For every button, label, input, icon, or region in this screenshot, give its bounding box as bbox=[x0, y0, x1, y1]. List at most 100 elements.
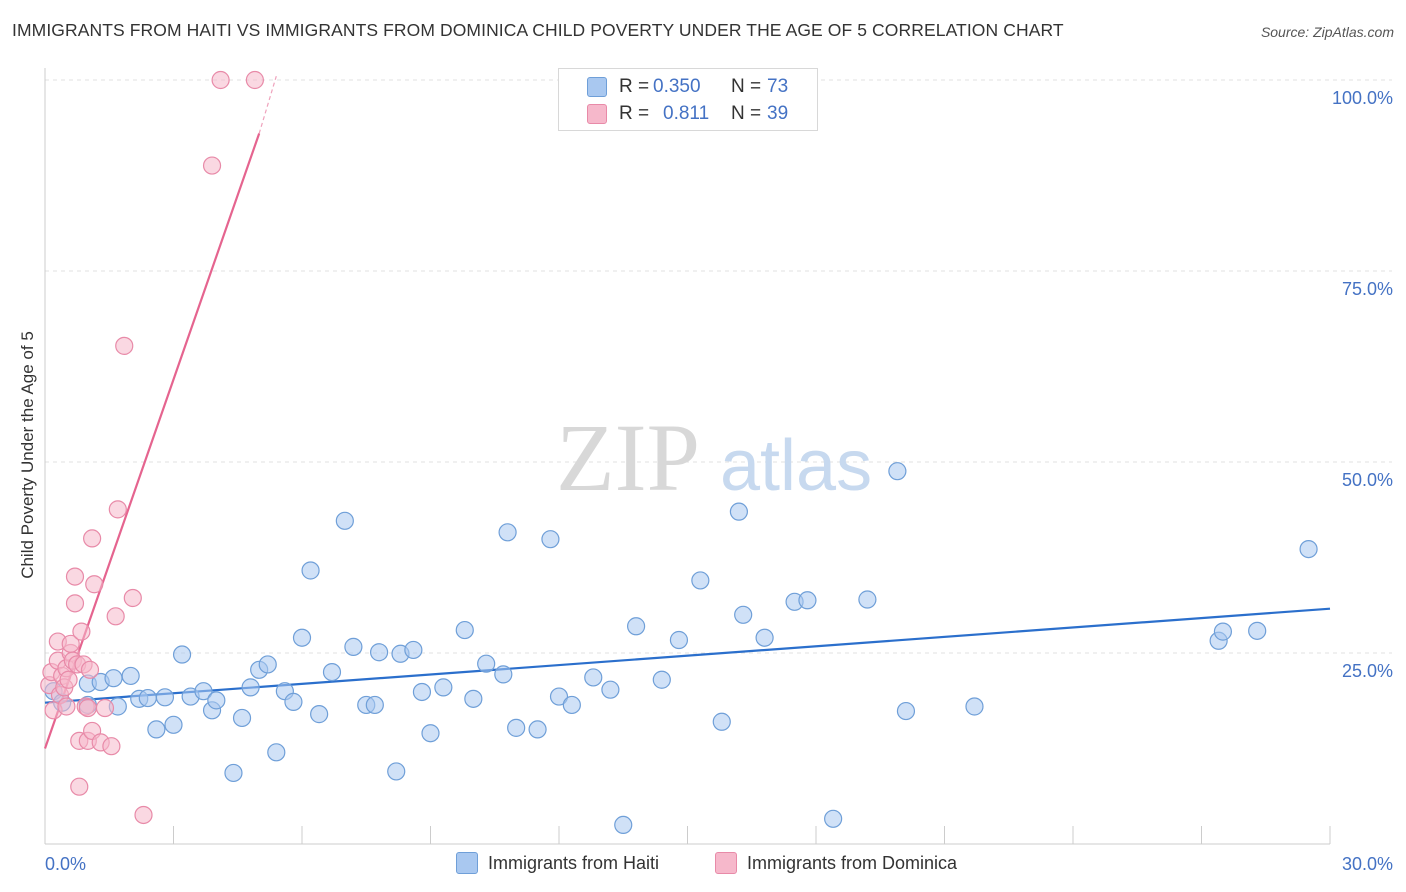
haiti-point bbox=[1299, 539, 1318, 559]
haiti-point bbox=[344, 637, 363, 656]
haiti-point bbox=[464, 689, 483, 708]
dominica-point bbox=[65, 567, 85, 586]
source-label: Source: ZipAtlas.com bbox=[1260, 24, 1394, 40]
haiti-point bbox=[310, 705, 329, 724]
legend-n-label: N = bbox=[731, 76, 762, 97]
watermark-zip: ZIP bbox=[556, 404, 700, 511]
legend-r-value: 0.350 bbox=[653, 76, 701, 97]
haiti-point bbox=[434, 678, 453, 697]
haiti-point bbox=[164, 715, 183, 734]
haiti-point bbox=[755, 628, 774, 647]
series-legend: Immigrants from Haiti Immigrants from Do… bbox=[0, 852, 1406, 876]
y-tick-label: 50.0% bbox=[1342, 470, 1393, 490]
series-legend-dominica[interactable]: Immigrants from Dominica bbox=[715, 852, 957, 874]
data-points bbox=[40, 70, 1318, 835]
haiti-point bbox=[549, 687, 569, 706]
haiti-point bbox=[301, 561, 320, 580]
haiti-point bbox=[194, 682, 213, 701]
legend-swatch-haiti bbox=[587, 77, 607, 97]
haiti-point bbox=[335, 511, 354, 530]
haiti-point bbox=[507, 718, 526, 737]
dominica-point bbox=[59, 670, 78, 689]
haiti-point bbox=[798, 591, 817, 610]
haiti-point bbox=[824, 809, 843, 828]
dominica-point bbox=[245, 70, 264, 90]
dominica-point bbox=[70, 777, 89, 796]
haiti-point bbox=[421, 724, 440, 743]
watermark-atlas: atlas bbox=[720, 426, 872, 506]
dominica-point bbox=[202, 156, 222, 175]
series-label-haiti: Immigrants from Haiti bbox=[488, 852, 660, 873]
dominica-point bbox=[108, 500, 127, 519]
haiti-point bbox=[858, 590, 877, 609]
haiti-point bbox=[669, 630, 689, 650]
dominica-point bbox=[78, 698, 97, 718]
haiti-point bbox=[232, 708, 252, 728]
dominica-point bbox=[57, 697, 76, 716]
haiti-trend-line bbox=[44, 607, 1331, 704]
correlation-legend: R = 0.350 N = 73 R = 0.811 N = 39 bbox=[558, 68, 818, 131]
dominica-point bbox=[72, 622, 91, 641]
haiti-point bbox=[614, 815, 633, 835]
haiti-point bbox=[322, 662, 342, 682]
chart-title: IMMIGRANTS FROM HAITI VS IMMIGRANTS FROM… bbox=[12, 20, 1064, 40]
series-legend-haiti[interactable]: Immigrants from Haiti bbox=[456, 852, 659, 874]
legend-n-value: 73 bbox=[767, 76, 789, 97]
legend-swatch-dominica bbox=[587, 104, 607, 124]
haiti-point bbox=[258, 655, 277, 674]
haiti-point bbox=[455, 620, 474, 640]
haiti-point bbox=[498, 523, 517, 542]
haiti-point bbox=[104, 669, 123, 688]
haiti-point bbox=[404, 640, 423, 660]
legend-r-value: 0.811 bbox=[663, 103, 710, 124]
haiti-point bbox=[494, 665, 513, 684]
haiti-point bbox=[528, 720, 547, 739]
haiti-point bbox=[541, 530, 560, 549]
haiti-point bbox=[477, 654, 496, 673]
haiti-point bbox=[365, 695, 384, 715]
dominica-point bbox=[95, 698, 115, 718]
haiti-point bbox=[601, 680, 620, 699]
haiti-point bbox=[155, 688, 175, 707]
haiti-point bbox=[207, 691, 226, 710]
haiti-point bbox=[965, 697, 984, 716]
haiti-point bbox=[896, 701, 916, 721]
haiti-point bbox=[172, 645, 192, 664]
tick-labels: 25.0% 50.0% 75.0% 100.0% 0.0% 30.0% bbox=[45, 88, 1393, 874]
dominica-point bbox=[102, 737, 121, 756]
dominica-trend-line bbox=[43, 133, 261, 749]
dominica-point bbox=[85, 575, 104, 594]
haiti-point bbox=[888, 462, 907, 481]
y-tick-label: 25.0% bbox=[1342, 661, 1393, 681]
haiti-point bbox=[224, 763, 243, 783]
x-tick-label: 0.0% bbox=[45, 854, 86, 874]
haiti-point bbox=[712, 712, 731, 731]
haiti-point bbox=[292, 628, 312, 647]
watermark: ZIP atlas bbox=[556, 404, 872, 511]
series-label-dominica: Immigrants from Dominica bbox=[747, 852, 958, 873]
series-swatch-haiti bbox=[456, 852, 478, 874]
haiti-point bbox=[412, 682, 432, 702]
dominica-point bbox=[123, 588, 142, 608]
haiti-point bbox=[241, 678, 260, 697]
dominica-point bbox=[211, 70, 230, 90]
x-tick-label: 30.0% bbox=[1342, 854, 1393, 874]
legend-r-label: R = bbox=[619, 103, 650, 124]
y-tick-label: 75.0% bbox=[1342, 279, 1393, 299]
haiti-point bbox=[626, 617, 646, 636]
y-tick-label: 100.0% bbox=[1332, 88, 1393, 108]
haiti-point bbox=[147, 720, 166, 739]
legend-n-value: 39 bbox=[767, 103, 789, 124]
haiti-point bbox=[1213, 622, 1233, 641]
haiti-point bbox=[370, 643, 389, 662]
haiti-point bbox=[652, 670, 671, 689]
legend-n-label: N = bbox=[731, 103, 762, 124]
haiti-point bbox=[284, 692, 303, 711]
haiti-point bbox=[691, 571, 710, 590]
dominica-trend-line-extension bbox=[258, 76, 277, 134]
haiti-point bbox=[734, 605, 753, 624]
series-swatch-dominica bbox=[715, 852, 737, 874]
axes bbox=[44, 68, 1331, 845]
legend-r-label: R = bbox=[619, 76, 650, 97]
